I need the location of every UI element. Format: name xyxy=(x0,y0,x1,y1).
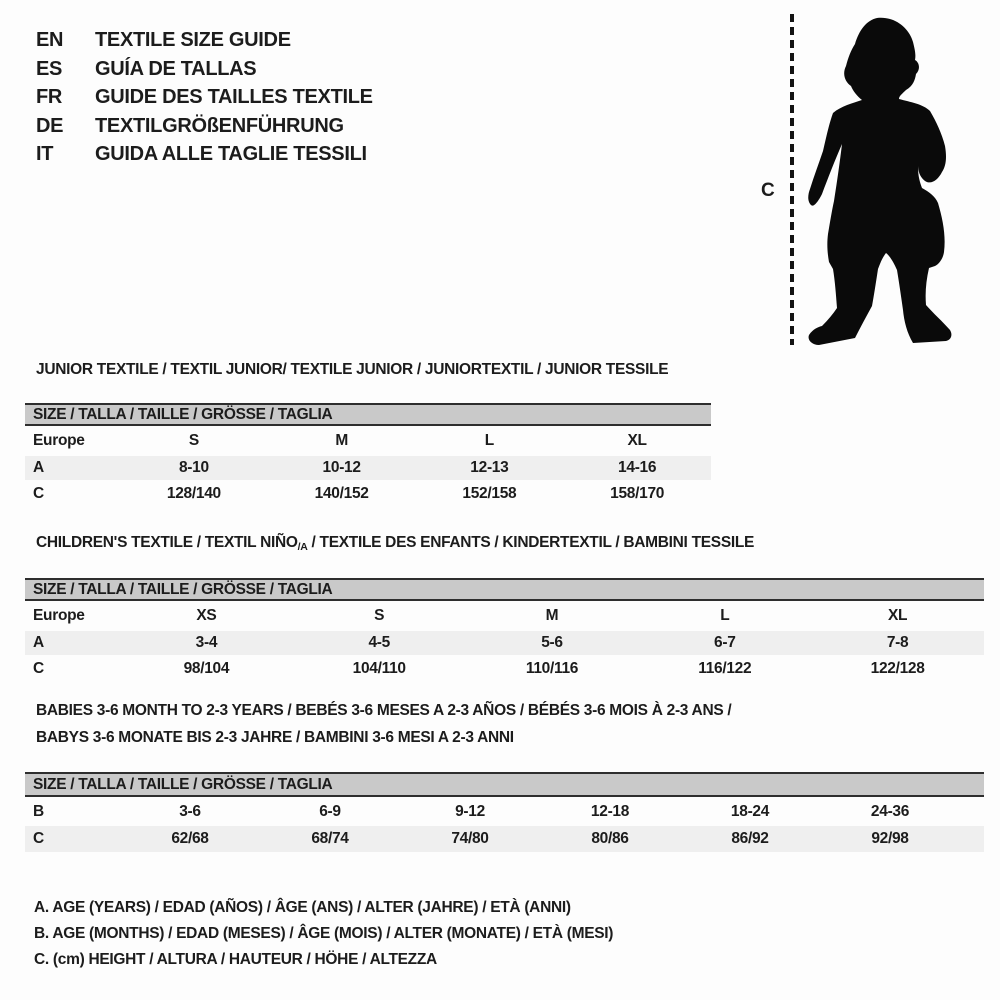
table-cell: 80/86 xyxy=(591,830,629,847)
table-cell: XS xyxy=(196,607,217,624)
note-c: C. (cm) HEIGHT / ALTURA / HAUTEUR / HÖHE… xyxy=(34,950,437,968)
table-cell: S xyxy=(374,607,385,624)
table-cell: 12-18 xyxy=(590,802,630,820)
lang-title: TEXTILE SIZE GUIDE xyxy=(95,29,291,51)
table-row: A 3-4 4-5 5-6 6-7 7-8 xyxy=(25,631,984,655)
table-row: C 128/140 140/152 152/158 158/170 xyxy=(25,480,711,507)
table-cell: 128/140 xyxy=(166,484,221,502)
lang-row-es: ES GUÍA DE TALLAS xyxy=(36,55,373,84)
table-cell: 8-10 xyxy=(178,459,209,476)
table-cell: 68/74 xyxy=(311,830,349,847)
children-title-text: CHILDREN'S TEXTILE / TEXTIL NIÑO xyxy=(36,534,298,551)
lang-title: GUIDA ALLE TAGLIE TESSILI xyxy=(95,143,367,166)
babies-size-table: SIZE / TALLA / TAILLE / GRÖSSE / TAGLIA … xyxy=(25,772,984,852)
lang-row-de: DE TEXTILGRÖßENFÜHRUNG xyxy=(36,112,373,141)
table-cell: 86/92 xyxy=(731,830,769,847)
language-title-list: EN TEXTILE SIZE GUIDE ES GUÍA DE TALLAS … xyxy=(36,26,373,169)
table-cell: 140/152 xyxy=(314,484,369,502)
children-size-table: SIZE / TALLA / TAILLE / GRÖSSE / TAGLIA … xyxy=(25,578,984,682)
table-cell: 98/104 xyxy=(183,659,230,677)
babies-title-line2: BABYS 3-6 MONATE BIS 2-3 JAHRE / BAMBINI… xyxy=(36,729,514,746)
table-row: Europe XS S M L XL xyxy=(25,601,984,631)
table-cell: M xyxy=(335,432,348,449)
junior-size-table: SIZE / TALLA / TAILLE / GRÖSSE / TAGLIA … xyxy=(25,403,711,507)
table-cell: S xyxy=(188,432,199,449)
table-cell: M xyxy=(545,607,559,624)
children-size-header-bar: SIZE / TALLA / TAILLE / GRÖSSE / TAGLIA xyxy=(25,578,984,601)
babies-title-line1: BABIES 3-6 MONTH TO 2-3 YEARS / BEBÉS 3-… xyxy=(36,702,732,719)
row-label: A xyxy=(33,634,44,651)
table-cell: 62/68 xyxy=(171,830,209,847)
table-cell: L xyxy=(484,432,494,449)
table-cell: 110/116 xyxy=(525,659,579,677)
toddler-silhouette xyxy=(808,17,952,345)
note-b: B. AGE (MONTHS) / EDAD (MESES) / ÂGE (MO… xyxy=(34,924,614,942)
table-cell: 12-13 xyxy=(470,459,509,476)
table-cell: 4-5 xyxy=(368,634,390,651)
table-cell: 3-4 xyxy=(195,634,218,651)
height-measure-label: C xyxy=(761,180,775,201)
table-cell: 6-7 xyxy=(714,634,736,651)
table-cell: 5-6 xyxy=(541,634,563,651)
row-label: A xyxy=(33,459,44,476)
lang-title: GUÍA DE TALLAS xyxy=(95,57,257,80)
table-row: C 62/68 68/74 74/80 80/86 86/92 92/98 xyxy=(25,826,984,852)
lang-code: DE xyxy=(36,114,64,137)
lang-row-fr: FR GUIDE DES TAILLES TEXTILE xyxy=(36,83,373,112)
lang-code: FR xyxy=(36,86,63,109)
table-row: A 8-10 10-12 12-13 14-16 xyxy=(25,456,711,480)
table-cell: 74/80 xyxy=(451,830,489,847)
lang-title: TEXTILGRÖßENFÜHRUNG xyxy=(95,114,344,137)
table-cell: XL xyxy=(887,607,908,624)
table-cell: 152/158 xyxy=(462,484,517,502)
table-row: B 3-6 6-9 9-12 12-18 18-24 24-36 xyxy=(25,797,984,826)
babies-section-title: BABIES 3-6 MONTH TO 2-3 YEARS / BEBÉS 3-… xyxy=(36,702,732,747)
table-cell: 6-9 xyxy=(319,802,341,820)
children-title-text: / TEXTILE DES ENFANTS / KINDERTEXTIL / B… xyxy=(307,534,755,551)
babies-size-header-bar: SIZE / TALLA / TAILLE / GRÖSSE / TAGLIA xyxy=(25,772,984,797)
lang-row-en: EN TEXTILE SIZE GUIDE xyxy=(36,26,373,55)
row-label: B xyxy=(33,802,44,820)
table-cell: 122/128 xyxy=(870,659,925,677)
lang-code: IT xyxy=(36,143,54,166)
row-label: Europe xyxy=(33,607,85,624)
junior-section-title: JUNIOR TEXTILE / TEXTIL JUNIOR/ TEXTILE … xyxy=(36,361,669,378)
lang-title: GUIDE DES TAILLES TEXTILE xyxy=(95,86,373,109)
table-cell: 14-16 xyxy=(618,459,657,476)
row-label: C xyxy=(33,830,44,847)
table-cell: 116/122 xyxy=(698,659,752,677)
table-cell: 10-12 xyxy=(322,459,361,476)
table-cell: 18-24 xyxy=(730,802,770,820)
table-cell: 7-8 xyxy=(886,634,909,651)
table-cell: 104/110 xyxy=(352,659,406,677)
table-cell: 3-6 xyxy=(179,802,201,820)
row-label: Europe xyxy=(33,432,85,449)
children-title-subscript: /A xyxy=(297,541,308,553)
note-a: A. AGE (YEARS) / EDAD (AÑOS) / ÂGE (ANS)… xyxy=(34,899,571,916)
table-cell: L xyxy=(720,607,730,624)
table-cell: 92/98 xyxy=(871,830,909,847)
height-measure-dashed-line xyxy=(790,14,794,345)
table-row: C 98/104 104/110 110/116 116/122 122/128 xyxy=(25,655,984,682)
row-label: C xyxy=(33,484,44,502)
lang-code: ES xyxy=(36,57,63,80)
legend-notes: A. AGE (YEARS) / EDAD (AÑOS) / ÂGE (ANS)… xyxy=(34,895,613,972)
lang-row-it: IT GUIDA ALLE TAGLIE TESSILI xyxy=(36,140,373,169)
table-cell: 158/170 xyxy=(610,484,665,502)
table-cell: 9-12 xyxy=(455,802,485,820)
row-label: C xyxy=(33,659,44,677)
lang-code: EN xyxy=(36,29,64,51)
children-section-title: CHILDREN'S TEXTILE / TEXTIL NIÑO/A / TEX… xyxy=(36,534,754,553)
table-row: Europe S M L XL xyxy=(25,426,711,456)
junior-size-header-bar: SIZE / TALLA / TAILLE / GRÖSSE / TAGLIA xyxy=(25,403,711,426)
table-cell: XL xyxy=(627,432,648,449)
table-cell: 24-36 xyxy=(870,802,910,820)
